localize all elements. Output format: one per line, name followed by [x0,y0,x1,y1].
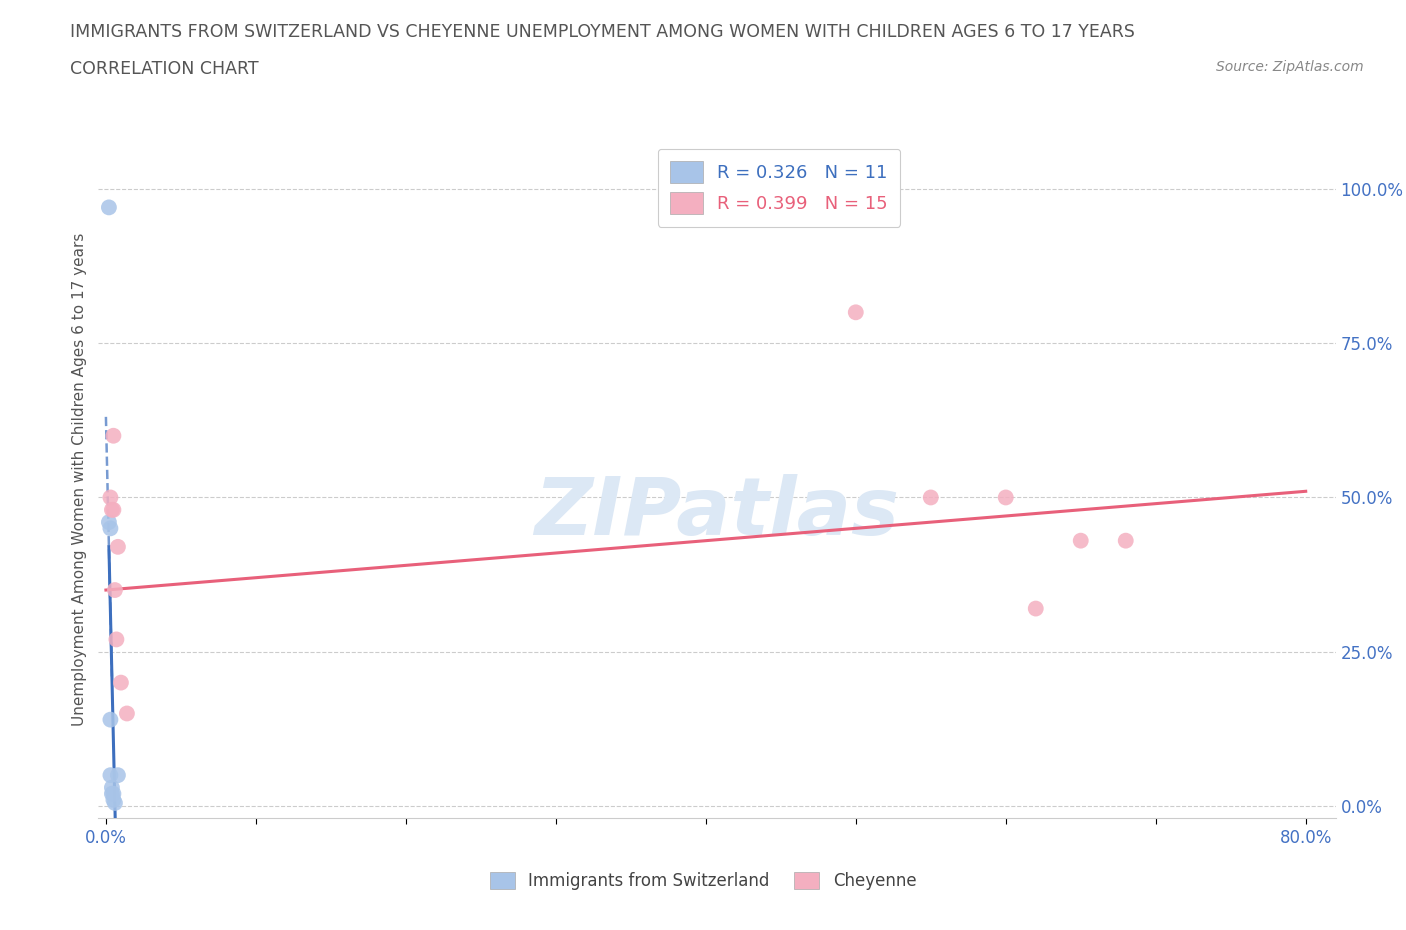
Point [104,795,127,810]
Point [97,514,120,529]
Point [1115,533,1137,548]
Point [1025,601,1047,616]
Text: IMMIGRANTS FROM SWITZERLAND VS CHEYENNE UNEMPLOYMENT AMONG WOMEN WITH CHILDREN A: IMMIGRANTS FROM SWITZERLAND VS CHEYENNE … [70,23,1135,41]
Text: CORRELATION CHART: CORRELATION CHART [70,60,259,78]
Legend: R = 0.326   N = 11, R = 0.399   N = 15: R = 0.326 N = 11, R = 0.399 N = 15 [658,149,900,227]
Point [103,429,125,444]
Text: Source: ZipAtlas.com: Source: ZipAtlas.com [1216,60,1364,74]
Point [107,768,129,783]
Y-axis label: Unemployment Among Women with Children Ages 6 to 17 years: Unemployment Among Women with Children A… [72,232,87,725]
Point [100,521,122,536]
Point [107,539,129,554]
Point [105,632,128,647]
Point [97,200,120,215]
Point [845,305,868,320]
Point [920,490,942,505]
Point [104,582,127,597]
Point [1070,533,1092,548]
Point [110,675,132,690]
Point [101,502,124,517]
Point [115,706,138,721]
Point [100,712,122,727]
Legend: Immigrants from Switzerland, Cheyenne: Immigrants from Switzerland, Cheyenne [481,864,925,898]
Point [103,786,125,801]
Point [103,792,125,807]
Point [103,502,125,517]
Point [100,768,122,783]
Point [101,786,124,801]
Text: ZIPatlas: ZIPatlas [534,474,900,551]
Point [100,490,122,505]
Point [101,780,124,795]
Point [994,490,1017,505]
